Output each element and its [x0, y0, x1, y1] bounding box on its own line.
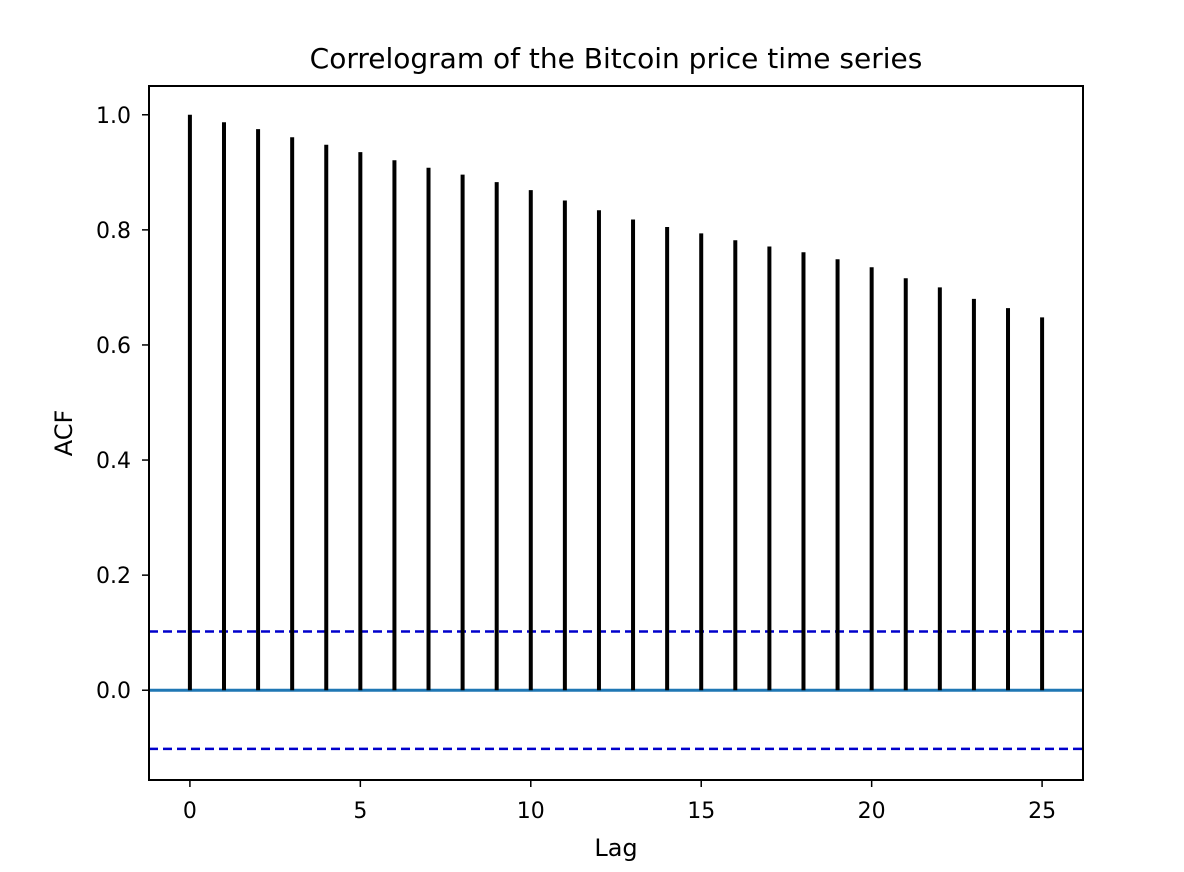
y-tick-label: 0.0 [96, 679, 131, 704]
y-tick-label: 0.6 [96, 334, 131, 359]
chart-title: Correlogram of the Bitcoin price time se… [310, 42, 923, 75]
axes-frame [148, 85, 1084, 781]
x-tick-label: 25 [1028, 799, 1056, 824]
x-axis-label: Lag [594, 834, 637, 862]
x-tick-label: 10 [517, 799, 545, 824]
y-tick-label: 1.0 [96, 104, 131, 129]
x-tick-label: 15 [687, 799, 715, 824]
y-axis-label: ACF [50, 410, 78, 457]
x-tick-label: 0 [183, 799, 197, 824]
plot-area [149, 114, 1083, 751]
x-tick-label: 5 [353, 799, 367, 824]
x-tick-label: 20 [858, 799, 886, 824]
y-tick-label: 0.4 [96, 449, 131, 474]
y-tick-label: 0.2 [96, 564, 131, 589]
y-tick-label: 0.8 [96, 219, 131, 244]
